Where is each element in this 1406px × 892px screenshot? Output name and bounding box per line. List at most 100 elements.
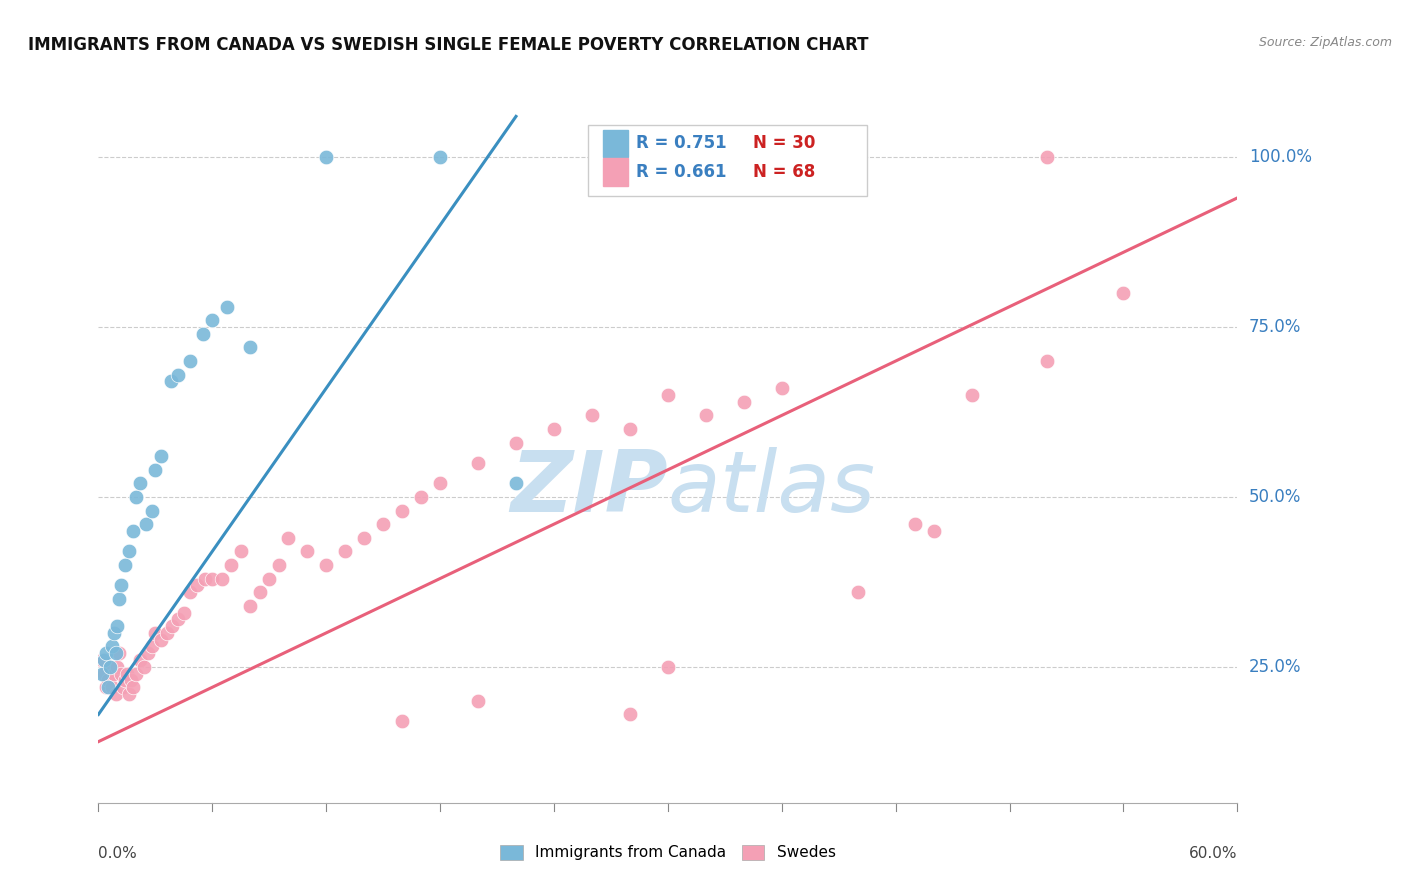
Point	[211, 572, 233, 586]
Point	[100, 640, 122, 654]
Point	[150, 632, 173, 647]
Point	[229, 544, 252, 558]
Point	[141, 503, 163, 517]
Point	[100, 680, 122, 694]
Point	[159, 375, 181, 389]
Point	[179, 354, 201, 368]
Point	[114, 673, 136, 688]
Text: R = 0.751: R = 0.751	[636, 135, 727, 153]
Point	[173, 606, 195, 620]
Point	[770, 381, 793, 395]
Text: atlas: atlas	[668, 447, 876, 531]
Point	[194, 572, 217, 586]
Point	[121, 524, 143, 538]
Point	[657, 388, 679, 402]
Point	[108, 646, 131, 660]
Point	[315, 558, 337, 572]
Point	[657, 660, 679, 674]
Point	[1036, 354, 1059, 368]
Point	[201, 313, 224, 327]
Point	[267, 558, 290, 572]
Text: N = 68: N = 68	[754, 163, 815, 181]
Point	[97, 673, 120, 688]
Point	[467, 456, 489, 470]
Point	[239, 341, 262, 355]
Point	[371, 517, 394, 532]
FancyBboxPatch shape	[603, 130, 628, 157]
Text: 100.0%: 100.0%	[1249, 148, 1312, 166]
Point	[107, 660, 129, 674]
Point	[391, 503, 413, 517]
Point	[94, 680, 117, 694]
Point	[94, 646, 117, 660]
Point	[125, 490, 148, 504]
Point	[120, 673, 142, 688]
Text: N = 30: N = 30	[754, 135, 815, 153]
Point	[249, 585, 271, 599]
Point	[93, 653, 115, 667]
Text: 0.0%: 0.0%	[98, 846, 138, 861]
Point	[167, 368, 190, 382]
Point	[221, 558, 243, 572]
Point	[1036, 150, 1059, 164]
Text: IMMIGRANTS FROM CANADA VS SWEDISH SINGLE FEMALE POVERTY CORRELATION CHART: IMMIGRANTS FROM CANADA VS SWEDISH SINGLE…	[28, 36, 869, 54]
Point	[505, 435, 527, 450]
Point	[733, 394, 755, 409]
Point	[429, 476, 451, 491]
Point	[619, 422, 641, 436]
Point	[93, 666, 115, 681]
Point	[145, 463, 167, 477]
Point	[162, 619, 184, 633]
Point	[201, 572, 224, 586]
Point	[112, 680, 135, 694]
Point	[121, 680, 143, 694]
Point	[132, 660, 155, 674]
Point	[114, 558, 136, 572]
Point	[91, 653, 114, 667]
Point	[581, 409, 603, 423]
Text: 25.0%: 25.0%	[1249, 658, 1301, 676]
Point	[922, 524, 945, 538]
Point	[118, 687, 141, 701]
Point	[145, 626, 167, 640]
Point	[150, 449, 173, 463]
Point	[125, 666, 148, 681]
Legend: Immigrants from Canada, Swedes: Immigrants from Canada, Swedes	[494, 838, 842, 866]
FancyBboxPatch shape	[588, 125, 868, 196]
Point	[297, 544, 319, 558]
Point	[960, 388, 983, 402]
Point	[239, 599, 262, 613]
Text: 75.0%: 75.0%	[1249, 318, 1301, 336]
Point	[108, 591, 131, 606]
Point	[98, 660, 121, 674]
Point	[115, 666, 138, 681]
Point	[353, 531, 375, 545]
Point	[107, 619, 129, 633]
Point	[1112, 286, 1135, 301]
Point	[505, 476, 527, 491]
Point	[179, 585, 201, 599]
Point	[277, 531, 299, 545]
Point	[135, 517, 157, 532]
Point	[110, 578, 132, 592]
Point	[97, 680, 120, 694]
Point	[411, 490, 433, 504]
Point	[543, 422, 565, 436]
FancyBboxPatch shape	[603, 159, 628, 186]
Point	[904, 517, 927, 532]
Point	[191, 326, 214, 341]
Point	[110, 666, 132, 681]
Point	[98, 660, 121, 674]
Text: ZIP: ZIP	[510, 447, 668, 531]
Text: Source: ZipAtlas.com: Source: ZipAtlas.com	[1258, 36, 1392, 49]
Point	[91, 666, 114, 681]
Point	[118, 544, 141, 558]
Point	[217, 300, 239, 314]
Point	[846, 585, 869, 599]
Point	[619, 707, 641, 722]
Point	[136, 646, 159, 660]
Point	[129, 476, 152, 491]
Point	[695, 409, 717, 423]
Point	[315, 150, 337, 164]
Point	[129, 653, 152, 667]
